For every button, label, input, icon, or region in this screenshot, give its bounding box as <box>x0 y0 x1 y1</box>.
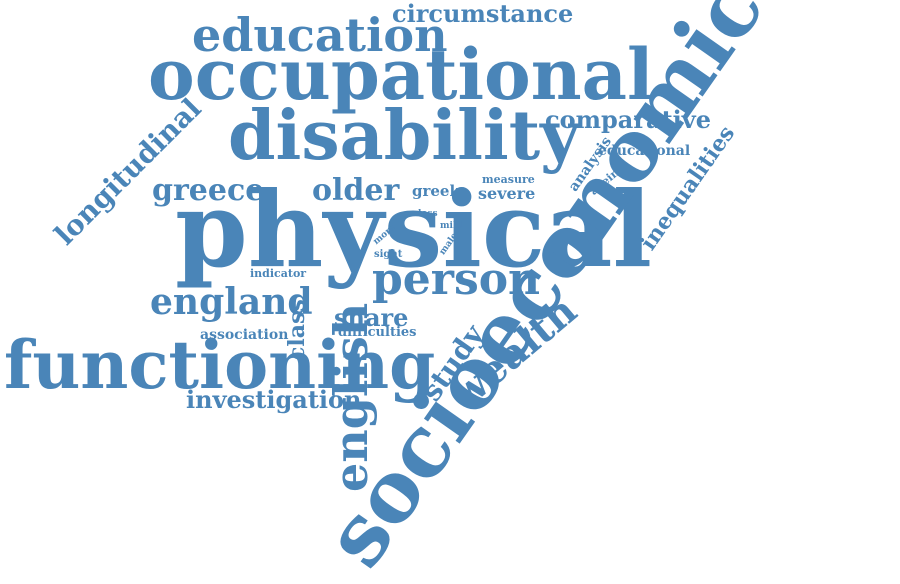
word-greece: greece <box>152 173 265 208</box>
word-loss: loss <box>418 209 438 219</box>
word-association: association <box>200 327 289 343</box>
word-older: older <box>312 173 400 208</box>
word-cloud: circumstance education occupational disa… <box>4 0 783 584</box>
word-indicator: indicator <box>250 267 307 280</box>
word-functioning: functioning <box>4 326 436 404</box>
word-england: england <box>150 281 313 323</box>
word-occupational: occupational <box>148 33 654 116</box>
word-severe: severe <box>478 184 536 203</box>
word-disability: disability <box>228 96 580 176</box>
word-share: share <box>334 303 409 332</box>
word-investigation: investigation <box>186 385 362 414</box>
word-sight: sight <box>374 249 403 260</box>
word-mild: mild <box>440 221 463 231</box>
word-educational: educational <box>598 143 691 159</box>
word-measure: measure <box>482 173 535 186</box>
word-difficulties: difficulties <box>338 325 417 340</box>
word-greek: greek <box>412 182 460 200</box>
word-comparative: comparative <box>545 105 711 134</box>
word-physical: physical <box>175 168 653 291</box>
word-circumstance: circumstance <box>392 0 574 28</box>
word-education: education <box>192 8 448 62</box>
word-person: person <box>372 254 541 305</box>
